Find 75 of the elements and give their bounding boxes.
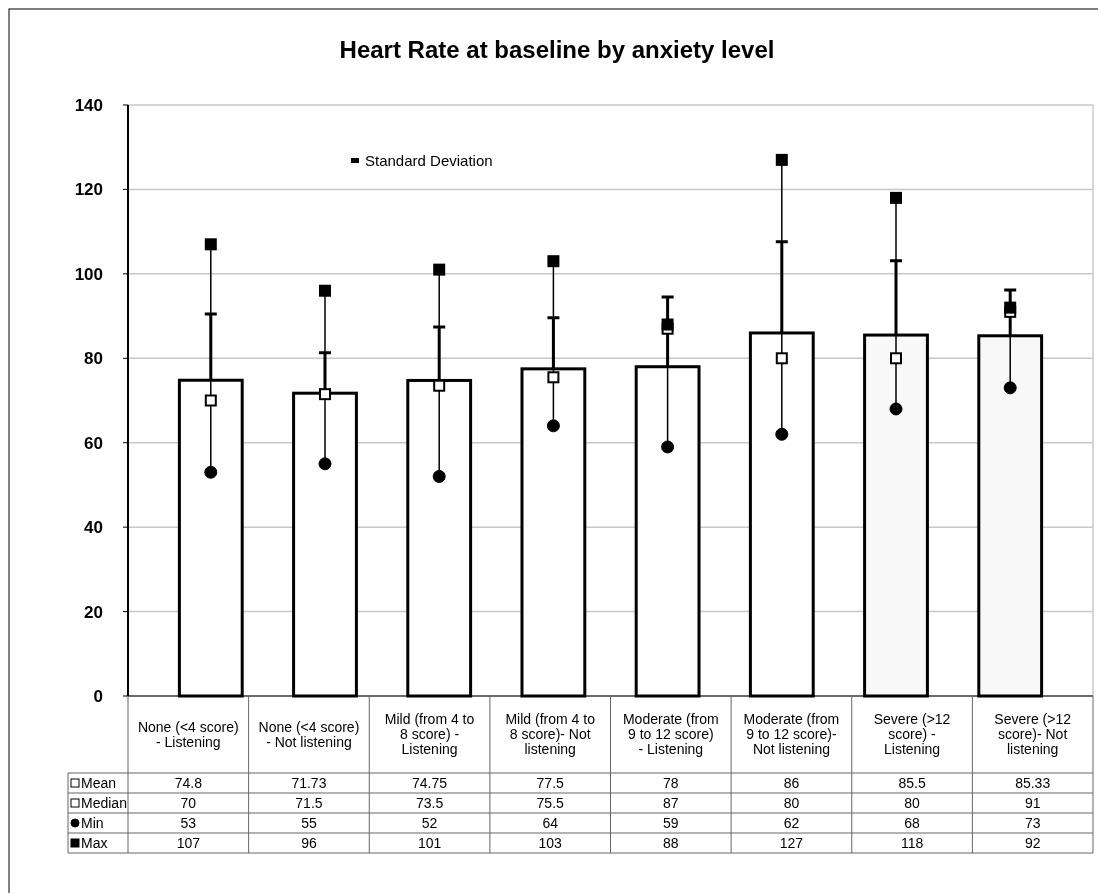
- data-label: 118: [900, 834, 924, 851]
- legend-label: Min: [81, 814, 104, 831]
- point: [661, 440, 675, 454]
- data-label: 71.5: [295, 794, 323, 811]
- x-tick-label: Mild (from 4 to 8 score)- Not listening: [505, 711, 596, 758]
- data-label: 55: [301, 814, 317, 831]
- data-label: 86: [783, 774, 800, 791]
- point: [546, 419, 560, 433]
- data-label: 91: [1024, 794, 1041, 811]
- data-label: 68: [904, 814, 921, 831]
- data-label: 96: [301, 834, 317, 851]
- data-label: 80: [904, 794, 921, 811]
- legend-label: Median: [81, 794, 127, 811]
- x-tick-label: Severe (>12 score)- Not listening: [994, 711, 1072, 758]
- data-label: 78: [663, 774, 679, 791]
- y-tick-label: 0: [93, 686, 103, 706]
- data-label: 77.5: [536, 774, 565, 791]
- point: [775, 427, 789, 441]
- y-tick-label: 140: [74, 95, 103, 115]
- point: [890, 352, 902, 365]
- point: [432, 469, 446, 483]
- legend-label: Max: [81, 834, 108, 851]
- annotation: Standard Deviation: [365, 152, 493, 170]
- data-label: 85.5: [898, 774, 926, 791]
- point: [547, 371, 560, 384]
- data-label: 59: [663, 814, 679, 831]
- y-tick-label: 120: [74, 180, 103, 200]
- x-tick-label: None (<4 score) - Listening: [137, 718, 239, 750]
- x-tick-label: None (<4 score) - Not listening: [258, 718, 360, 750]
- data-label: 74.8: [174, 774, 203, 791]
- point: [204, 394, 217, 407]
- data-label: 80: [783, 794, 800, 811]
- point: [775, 153, 788, 166]
- data-label: 73: [1024, 814, 1041, 831]
- data-label: 101: [417, 834, 442, 851]
- point: [547, 255, 560, 268]
- x-tick-label: Mild (from 4 to 8 score) - Listening: [384, 711, 475, 758]
- data-label: 75.5: [536, 794, 565, 811]
- x-tick-label: Moderate (from 9 to 12 score)- Not listening: [743, 711, 840, 758]
- point: [204, 238, 217, 251]
- data-label: 62: [783, 814, 800, 831]
- data-label: 87: [663, 794, 679, 811]
- y-tick-label: 100: [74, 264, 103, 284]
- point: [889, 402, 903, 416]
- point: [319, 388, 331, 401]
- data-label: 88: [663, 834, 679, 851]
- y-tick-label: 20: [84, 602, 103, 622]
- data-label: 127: [779, 834, 804, 851]
- x-tick-label: Moderate (from 9 to 12 score) - Listening: [622, 711, 719, 758]
- point: [775, 352, 788, 365]
- data-label: 103: [538, 834, 563, 851]
- data-label: 53: [180, 814, 197, 831]
- data-label: 107: [176, 834, 201, 851]
- point: [204, 465, 218, 479]
- point: [1003, 381, 1017, 395]
- data-label: 74.75: [412, 774, 448, 791]
- data-label: 52: [421, 814, 438, 831]
- data-label: 85.33: [1015, 774, 1051, 791]
- data-label: 71.73: [291, 774, 327, 791]
- data-label: 92: [1024, 834, 1041, 851]
- y-tick-label: 40: [84, 518, 103, 538]
- data-label: 70: [180, 794, 197, 811]
- chart-title: Heart Rate at baseline by anxiety level: [339, 36, 775, 63]
- y-tick-label: 60: [84, 433, 103, 453]
- y-tick-label: 80: [84, 349, 103, 369]
- legend-label: Mean: [81, 774, 117, 791]
- point: [319, 284, 331, 297]
- data-label: 73.5: [415, 794, 444, 811]
- point: [1004, 301, 1017, 314]
- point: [433, 263, 446, 276]
- point: [890, 191, 902, 204]
- point: [661, 318, 674, 331]
- x-tick-label: Severe (>12 score) - Listening: [873, 711, 951, 758]
- point: [318, 457, 332, 471]
- data-label: 64: [542, 814, 559, 831]
